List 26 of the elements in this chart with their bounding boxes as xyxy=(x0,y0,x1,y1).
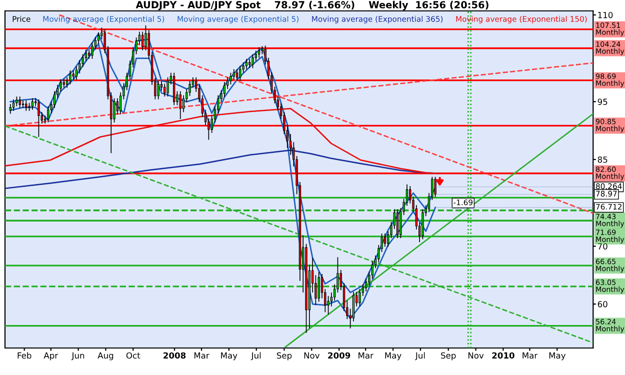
x-tick-label: Mar xyxy=(358,352,374,359)
y-tick-label: 110 xyxy=(598,12,613,18)
x-tick-label: May xyxy=(549,352,566,360)
y-tick-label: 70 xyxy=(598,243,608,250)
x-tick-label: 2009 xyxy=(328,352,350,359)
x-tick-label: May xyxy=(385,352,402,360)
x-tick-label: Sep xyxy=(276,352,292,360)
x-tick-label: Nov xyxy=(468,352,484,359)
x-tick-label: Jul xyxy=(415,352,425,360)
chart-title: AUDJPY - AUD/JPY Spot 78.97 (-1.66%) Weekly 16:56 (20:56) xyxy=(136,0,488,10)
x-tick-label: Sep xyxy=(441,352,456,360)
x-tick-label: Oct xyxy=(126,352,140,359)
x-tick-label: Jun xyxy=(71,352,84,360)
y-tick-label: 95 xyxy=(598,98,608,105)
x-tick-label: 2008 xyxy=(164,352,186,359)
x-tick-label: Jul xyxy=(250,352,261,360)
x-tick-label: Feb xyxy=(18,352,32,359)
y-tick-label: 60 xyxy=(598,301,608,308)
x-tick-label: Mar xyxy=(194,352,210,359)
x-tick-label: Mar xyxy=(522,352,538,359)
x-tick-label: Nov xyxy=(304,352,320,359)
x-tick-label: 2010 xyxy=(492,352,514,359)
x-tick-label: Apr xyxy=(44,352,58,360)
y-tick-label: 85 xyxy=(598,156,608,163)
x-tick-label: Aug xyxy=(98,352,114,360)
x-tick-label: May xyxy=(221,352,238,360)
